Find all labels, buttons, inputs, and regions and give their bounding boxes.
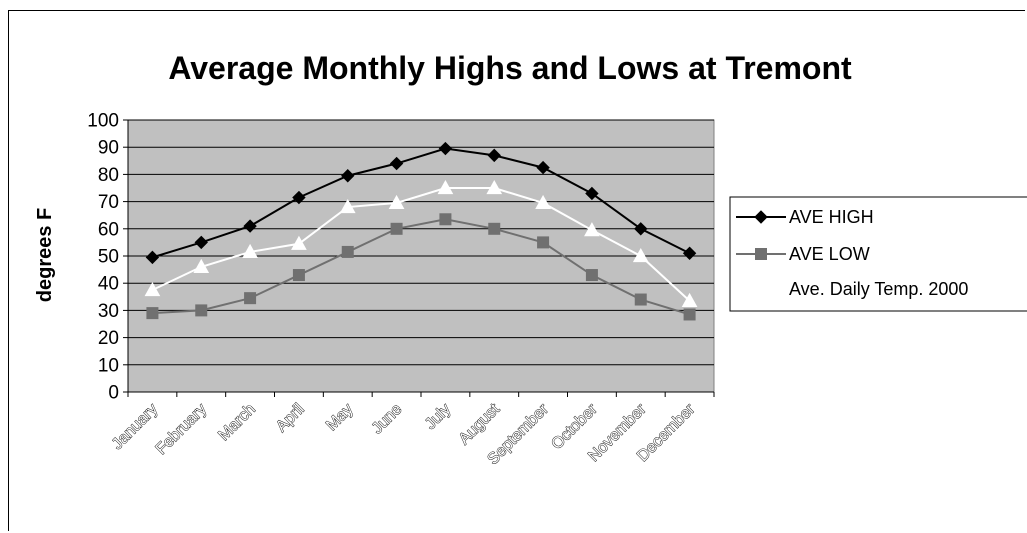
- legend-marker: [755, 248, 767, 260]
- data-point: [339, 199, 356, 214]
- data-point: [487, 148, 501, 163]
- x-tick-label: June: [369, 401, 406, 438]
- y-tick-label: 90: [98, 138, 119, 159]
- data-point: [194, 235, 208, 250]
- data-point: [146, 307, 159, 320]
- data-point: [388, 194, 405, 210]
- y-axis-label: degrees F: [34, 208, 56, 302]
- x-tick-label: May: [323, 401, 356, 434]
- data-point: [437, 179, 454, 195]
- series-line: [152, 147, 691, 259]
- data-point: [341, 169, 355, 183]
- y-tick-label: 10: [98, 355, 119, 376]
- data-point: [292, 190, 306, 205]
- data-point: [584, 222, 600, 237]
- legend-marker: [753, 280, 769, 296]
- x-tick-label: August: [456, 400, 504, 448]
- data-point: [145, 250, 160, 265]
- data-point: [683, 308, 696, 321]
- y-tick-label: 0: [108, 383, 119, 404]
- x-tick-label: March: [215, 401, 258, 444]
- data-point: [390, 222, 403, 235]
- y-tick-label: 100: [87, 111, 119, 132]
- y-tick-label: 40: [98, 274, 119, 295]
- data-point: [488, 222, 501, 235]
- y-tick-label: 70: [98, 192, 119, 213]
- x-tick-label: February: [153, 401, 210, 458]
- data-point: [242, 243, 258, 259]
- series-ave-daily-temp-2000: [144, 179, 698, 307]
- data-point: [486, 179, 503, 195]
- legend-label: AVE LOW: [789, 244, 870, 264]
- data-point: [634, 222, 648, 236]
- chart-title: Average Monthly Highs and Lows at Tremon…: [168, 50, 852, 86]
- data-point: [634, 293, 647, 306]
- x-tick-label: July: [422, 401, 454, 433]
- data-point: [243, 219, 257, 233]
- data-point: [389, 156, 404, 171]
- legend-item: Ave. Daily Temp. 2000: [736, 279, 968, 299]
- series-line: [152, 218, 690, 316]
- legend-item: AVE LOW: [736, 244, 870, 264]
- data-point: [144, 281, 161, 297]
- data-point: [341, 245, 354, 258]
- data-point: [536, 160, 550, 175]
- data-point: [535, 194, 551, 210]
- legend-item: AVE HIGH: [736, 207, 874, 227]
- legend-label: Ave. Daily Temp. 2000: [789, 279, 968, 299]
- y-tick-label: 80: [98, 165, 119, 186]
- data-point: [292, 269, 305, 282]
- series-ave-high: [145, 141, 697, 265]
- series-line: [151, 187, 691, 302]
- data-point: [438, 141, 453, 156]
- data-point: [681, 292, 698, 307]
- y-tick-label: 60: [98, 219, 119, 240]
- x-tick-label: April: [273, 401, 308, 436]
- series-layer: [144, 141, 698, 321]
- data-point: [291, 235, 307, 250]
- data-point: [632, 247, 649, 263]
- data-point: [193, 258, 210, 273]
- y-axis-ticks: 0 10 20 30 40 50 60 70 80 90 100: [87, 111, 128, 404]
- data-point: [537, 236, 550, 249]
- data-point: [585, 186, 599, 201]
- y-tick-label: 30: [98, 301, 119, 322]
- legend-marker: [754, 210, 768, 224]
- legend-label: AVE HIGH: [789, 207, 874, 227]
- data-point: [439, 213, 452, 226]
- data-point: [244, 292, 257, 305]
- legend: AVE HIGH AVE LOW Ave. Daily Temp. 2000: [729, 196, 1027, 312]
- data-point: [682, 246, 697, 260]
- data-point: [195, 304, 208, 317]
- gridlines: [128, 119, 714, 366]
- data-point: [585, 269, 598, 282]
- y-tick-label: 20: [98, 328, 119, 349]
- series-ave-low: [146, 213, 696, 321]
- y-tick-label: 50: [98, 247, 119, 268]
- chart-frame: [8, 10, 1025, 531]
